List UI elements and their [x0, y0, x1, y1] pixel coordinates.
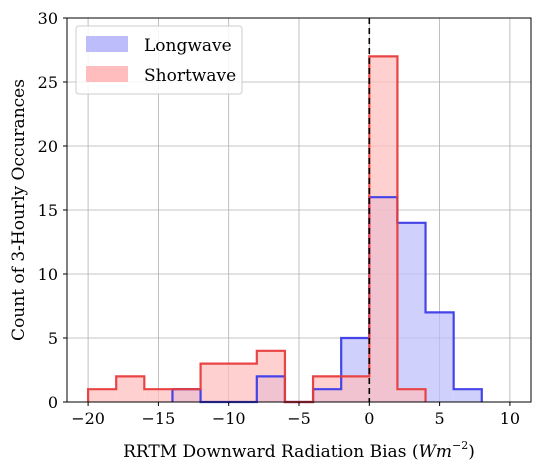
bar-shortwave — [172, 389, 201, 402]
x-axis-label-close: ) — [468, 442, 475, 462]
bar-shortwave — [200, 363, 229, 402]
bar-shortwave — [228, 363, 257, 402]
y-tick-label: 20 — [38, 137, 58, 156]
legend-label-shortwave: Shortwave — [144, 66, 236, 86]
outline-shortwave — [86, 55, 427, 404]
legend-swatch-shortwave — [86, 66, 128, 82]
x-tick-label: −15 — [142, 409, 176, 428]
bar-longwave — [453, 389, 482, 402]
histogram-bars — [86, 55, 483, 404]
y-tick-label: 10 — [38, 265, 58, 284]
x-axis-label-exponent: −2 — [452, 439, 468, 452]
y-tick-label: 0 — [48, 393, 58, 412]
bar-shortwave — [88, 389, 117, 402]
bar-shortwave — [116, 376, 145, 402]
x-tick-label: 5 — [435, 409, 445, 428]
x-axis-label-math: Wm — [418, 442, 452, 462]
x-tick-label: 10 — [500, 409, 520, 428]
y-tick-label: 5 — [48, 329, 58, 348]
y-tick-label: 30 — [38, 9, 58, 28]
bar-shortwave — [369, 56, 398, 403]
bar-shortwave — [341, 376, 370, 402]
bar-longwave — [425, 312, 454, 402]
legend: Longwave Shortwave — [75, 25, 243, 95]
legend-swatch-longwave — [86, 36, 128, 52]
x-tick-label: −5 — [287, 409, 311, 428]
bar-longwave — [397, 222, 426, 402]
legend-label-longwave: Longwave — [144, 36, 232, 56]
axis-ticks: −20 −15 −10 −5 0 5 10 0 5 10 15 20 25 30 — [38, 9, 520, 428]
x-tick-label: −10 — [212, 409, 246, 428]
bar-shortwave — [397, 389, 426, 402]
x-tick-label: −20 — [71, 409, 105, 428]
y-tick-label: 25 — [38, 73, 58, 92]
x-axis-label-text: RRTM Downward Radiation Bias ( — [123, 442, 418, 462]
y-axis-label: Count of 3-Hourly Occurances — [9, 79, 29, 341]
x-tick-label: 0 — [364, 409, 374, 428]
y-tick-label: 15 — [38, 201, 58, 220]
x-axis-label: RRTM Downward Radiation Bias (Wm−2) — [123, 439, 475, 462]
bar-shortwave — [144, 389, 173, 402]
